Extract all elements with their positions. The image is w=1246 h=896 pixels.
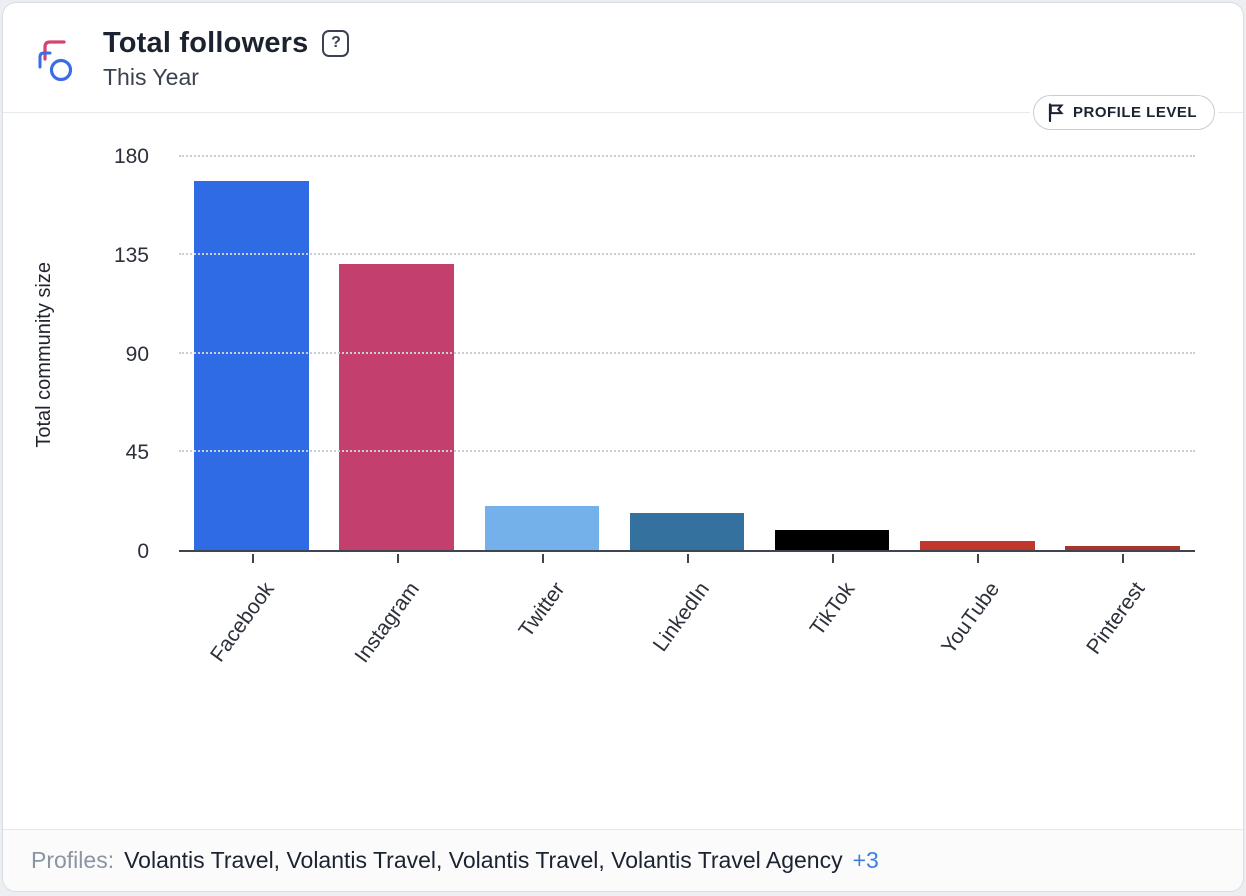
bar-slot bbox=[614, 157, 759, 550]
x-slot: Facebook bbox=[179, 554, 324, 724]
bar-pinterest[interactable] bbox=[1065, 545, 1180, 550]
x-slot: Instagram bbox=[324, 554, 469, 724]
gridline bbox=[179, 449, 1195, 452]
page-title: Total followers bbox=[103, 26, 309, 59]
header-text-block: Total followers ? This Year bbox=[103, 26, 350, 91]
profile-level-label: PROFILE LEVEL bbox=[1072, 104, 1197, 121]
bar-slot bbox=[324, 157, 469, 550]
y-tick-label: 45 bbox=[125, 441, 149, 465]
x-axis-label: Twitter bbox=[514, 578, 570, 642]
gridline bbox=[179, 351, 1195, 354]
bar-slot bbox=[760, 157, 905, 550]
x-slot: LinkedIn bbox=[614, 554, 759, 724]
profile-level-badge[interactable]: PROFILE LEVEL bbox=[1032, 95, 1215, 130]
gridline bbox=[179, 253, 1195, 256]
card-header: Total followers ? This Year PROFILE LEVE… bbox=[3, 3, 1243, 130]
bar-slot bbox=[179, 157, 324, 550]
profiles-list: Volantis Travel, Volantis Travel, Volant… bbox=[124, 847, 843, 873]
bar-facebook[interactable] bbox=[194, 181, 309, 550]
x-axis-tick bbox=[396, 554, 399, 563]
y-tick-label: 180 bbox=[113, 145, 149, 168]
x-axis-label: Facebook bbox=[206, 578, 279, 667]
bar-chart: Total community size 0 45 90 135 180 Faceboo… bbox=[3, 113, 1243, 829]
x-axis-label: YouTube bbox=[937, 578, 1005, 659]
plot-area bbox=[179, 155, 1195, 552]
x-axis-label: TikTok bbox=[805, 578, 860, 640]
x-axis-tick bbox=[251, 554, 254, 563]
flag-icon bbox=[1048, 103, 1064, 122]
x-axis-tick bbox=[541, 554, 544, 563]
y-tick-label: 90 bbox=[125, 342, 149, 366]
bar-instagram[interactable] bbox=[339, 263, 455, 550]
x-axis-label: LinkedIn bbox=[649, 578, 715, 656]
x-axis-tick bbox=[1122, 554, 1125, 563]
bar-linkedin[interactable] bbox=[629, 512, 745, 550]
x-slot: TikTok bbox=[760, 554, 905, 724]
x-axis-tick bbox=[977, 554, 980, 563]
bar-slot bbox=[1050, 157, 1195, 550]
bar-twitter[interactable] bbox=[484, 506, 600, 550]
y-axis-ticks: 0 45 90 135 180 bbox=[3, 145, 163, 563]
profiles-footer: Profiles: Volantis Travel, Volantis Trav… bbox=[3, 829, 1243, 891]
bar-slot bbox=[469, 157, 614, 550]
x-axis-tick bbox=[832, 554, 835, 563]
help-icon[interactable]: ? bbox=[322, 29, 350, 57]
gridline bbox=[179, 155, 1195, 157]
x-slot: YouTube bbox=[905, 554, 1050, 724]
x-axis-tick bbox=[686, 554, 689, 563]
bar-tiktok[interactable] bbox=[774, 530, 890, 550]
y-tick-label: 135 bbox=[113, 243, 149, 267]
x-slot: Twitter bbox=[469, 554, 614, 724]
bar-youtube[interactable] bbox=[919, 541, 1035, 550]
x-axis-label: Pinterest bbox=[1082, 578, 1150, 659]
x-axis-labels: Facebook Instagram Twitter LinkedIn TikTok Yo… bbox=[179, 554, 1195, 724]
date-range-subtitle: This Year bbox=[103, 63, 199, 90]
chart-type-icon bbox=[38, 39, 73, 81]
profiles-label: Profiles: bbox=[31, 847, 115, 873]
y-tick-label: 0 bbox=[137, 540, 149, 563]
bar-slot bbox=[905, 157, 1050, 550]
bars-row bbox=[179, 157, 1195, 550]
more-profiles-link[interactable]: +3 bbox=[852, 847, 879, 873]
x-slot: Pinterest bbox=[1050, 554, 1195, 724]
x-axis-label: Instagram bbox=[350, 578, 425, 668]
